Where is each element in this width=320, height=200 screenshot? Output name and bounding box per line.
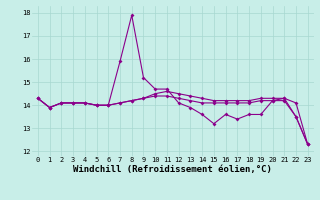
X-axis label: Windchill (Refroidissement éolien,°C): Windchill (Refroidissement éolien,°C) xyxy=(73,165,272,174)
